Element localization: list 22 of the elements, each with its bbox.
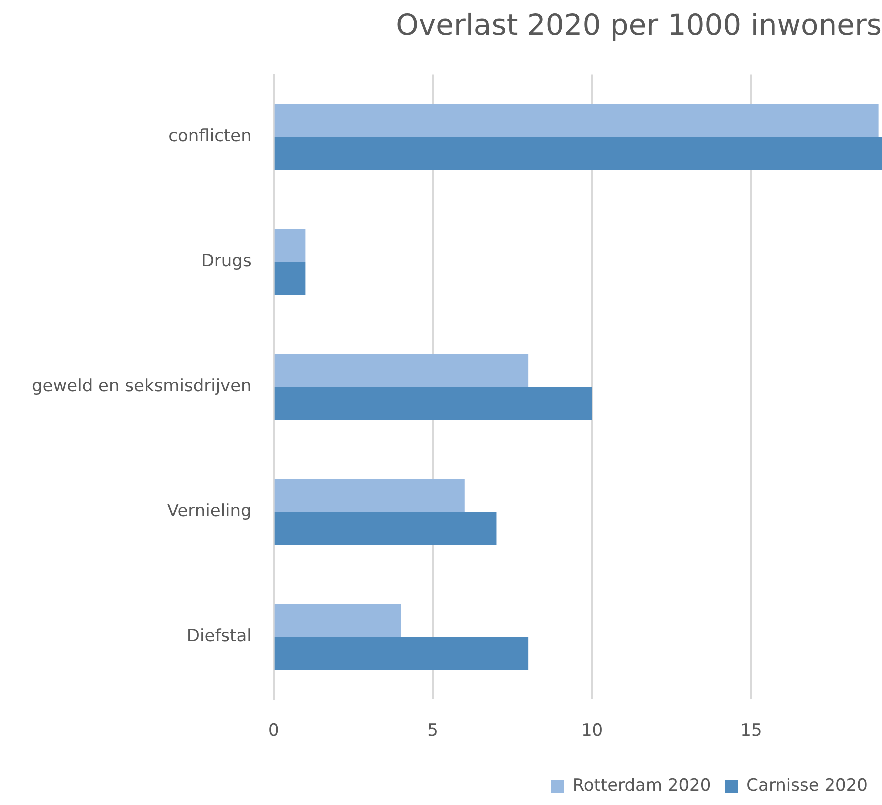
bar <box>274 604 402 638</box>
legend-label: Carnisse 2020 <box>746 776 868 796</box>
bar <box>274 512 497 546</box>
x-tick-label: 15 <box>740 721 762 742</box>
bar <box>274 479 465 512</box>
y-tick-label: Vernieling <box>167 502 252 522</box>
chart-title: Overlast 2020 per 1000 inwoners <box>396 8 882 42</box>
x-tick-label: 0 <box>268 721 280 742</box>
bar <box>274 262 306 296</box>
y-tick-label: geweld en seksmisdrijven <box>32 376 252 397</box>
bar <box>274 387 592 420</box>
bar <box>274 229 306 262</box>
bar <box>274 104 879 138</box>
bar <box>274 637 529 670</box>
y-tick-label: Drugs <box>201 252 252 272</box>
bar <box>274 354 529 388</box>
x-tick-label: 5 <box>428 721 438 742</box>
bar <box>274 137 882 170</box>
y-tick-label: Diefstal <box>186 626 252 647</box>
legend-label: Rotterdam 2020 <box>572 776 712 796</box>
y-tick-label: conflicten <box>168 126 252 147</box>
x-tick-label: 10 <box>581 721 604 742</box>
